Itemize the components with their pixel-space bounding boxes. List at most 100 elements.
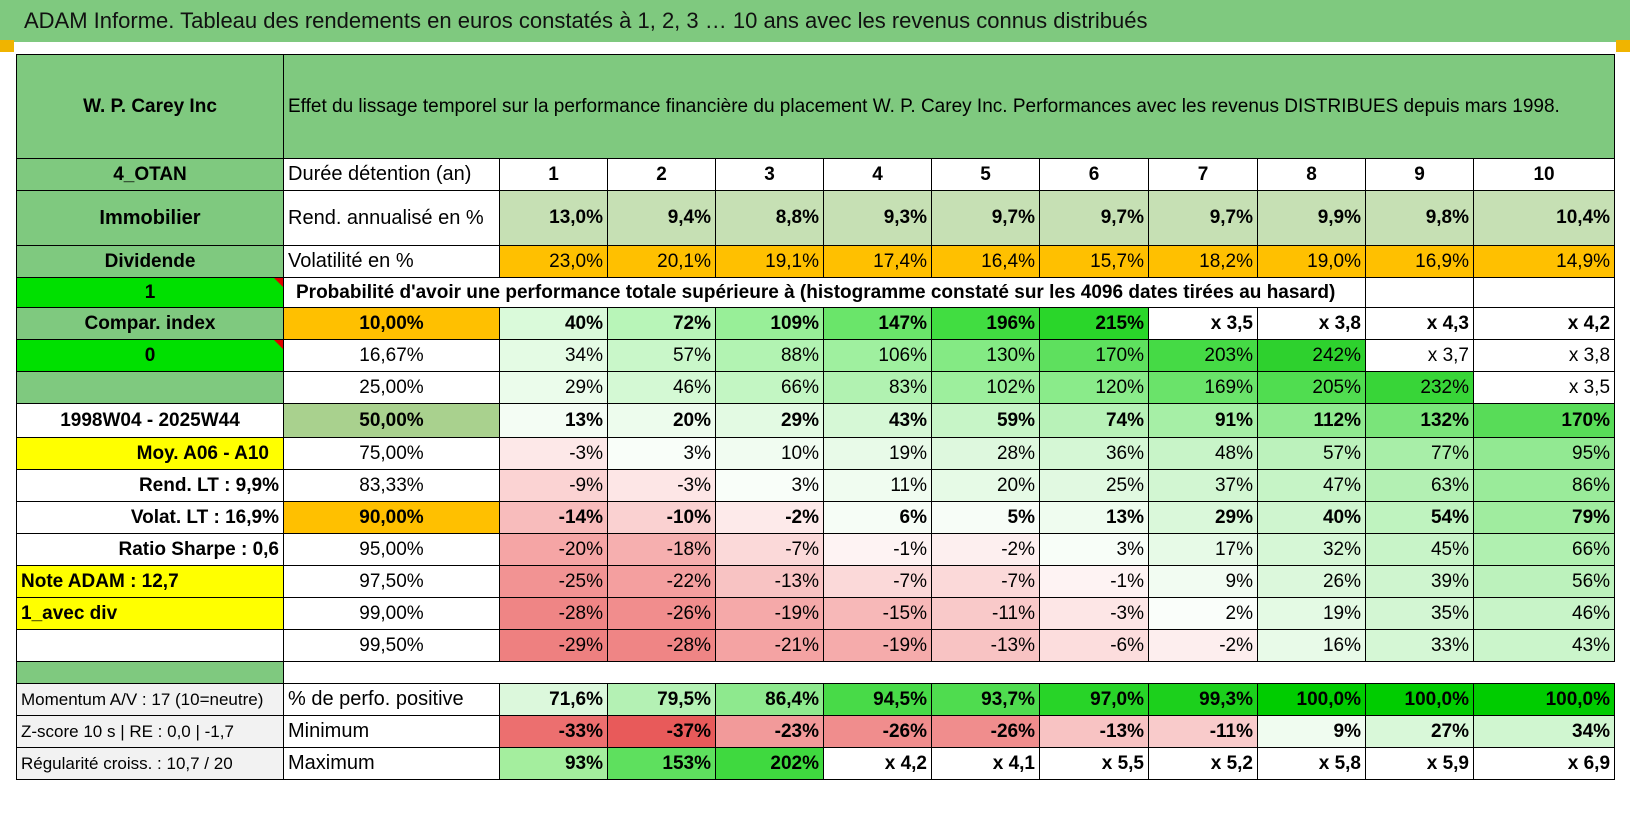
min-cell: 27% [1365, 715, 1474, 748]
prob-cell: x 3,8 [1257, 307, 1366, 340]
prob-cell: 13% [1039, 501, 1149, 534]
prob-cell: 19% [823, 437, 932, 470]
prob-cell: 242% [1257, 339, 1366, 372]
prob-cell: -3% [607, 469, 716, 502]
min-row: Z-score 10 s | RE : 0,0 | -1,7 Minimum -… [16, 715, 1616, 748]
prob-cell: 37% [1148, 469, 1258, 502]
prob-threshold: 99,00% [283, 597, 500, 630]
max-cell: 93% [499, 747, 608, 780]
prob-cell: 79% [1472, 501, 1616, 534]
compar-label: Compar. index [16, 307, 284, 340]
years-row: 4_OTAN Durée détention (an) 1 2 3 4 5 6 … [16, 158, 1616, 191]
prob-cell: 54% [1365, 501, 1474, 534]
prob-threshold: 16,67% [283, 339, 500, 372]
prob-cell: -13% [715, 565, 824, 598]
pct-cell: 100,0% [1365, 683, 1474, 716]
prob-cell: 9% [1148, 565, 1258, 598]
min-cell: 34% [1472, 715, 1616, 748]
regularite: Régularité croiss. : 10,7 / 20 [16, 747, 284, 780]
prob-threshold: 97,50% [283, 565, 500, 598]
vol-value: 23,0% [499, 245, 608, 278]
min-label: Minimum [283, 715, 500, 748]
rend-value: 9,8% [1365, 190, 1474, 246]
prob-cell: 232% [1365, 371, 1474, 404]
year-header: 10 [1472, 158, 1616, 191]
prob-cell: 28% [931, 437, 1040, 470]
prob-cell: -25% [499, 565, 608, 598]
rend-label: Rend. annualisé en % [283, 190, 500, 246]
prob-cell: 120% [1039, 371, 1149, 404]
spacer [283, 661, 1615, 684]
min-cell: -26% [931, 715, 1040, 748]
year-header: 4 [823, 158, 932, 191]
momentum: Momentum A/V : 17 (10=neutre) [16, 683, 284, 716]
prob-cell: 20% [931, 469, 1040, 502]
vol-label: Volatilité en % [283, 245, 500, 278]
rend-value: 9,4% [607, 190, 716, 246]
volat-lt: Volat. LT : 16,9% [16, 501, 284, 534]
year-header: 9 [1365, 158, 1474, 191]
prob-cell: 45% [1365, 533, 1474, 566]
prob-cell: 34% [499, 339, 608, 372]
prob-cell: 11% [823, 469, 932, 502]
prob-threshold: 83,33% [283, 469, 500, 502]
prob-cell: 2% [1148, 597, 1258, 630]
prob-cell: 16% [1257, 629, 1366, 662]
period-cell: 1998W04 - 2025W44 [16, 403, 284, 438]
max-cell: x 5,2 [1148, 747, 1258, 780]
rend-value: 9,7% [1039, 190, 1149, 246]
prob-cell: -1% [823, 533, 932, 566]
prob-cell: 13% [499, 403, 608, 438]
prob-cell: -15% [823, 597, 932, 630]
pct-cell: 79,5% [607, 683, 716, 716]
prob-cell: -28% [499, 597, 608, 630]
rend-value: 9,7% [931, 190, 1040, 246]
vol-value: 14,9% [1472, 245, 1616, 278]
prob-cell: -2% [715, 501, 824, 534]
pct-cell: 100,0% [1257, 683, 1366, 716]
prob-cell: 86% [1472, 469, 1616, 502]
prob-cell: -9% [499, 469, 608, 502]
prob-cell: 46% [1472, 597, 1616, 630]
prob-cell: 57% [1257, 437, 1366, 470]
prob-threshold: 50,00% [283, 403, 500, 438]
prob-cell: 59% [931, 403, 1040, 438]
prob-cell: 3% [607, 437, 716, 470]
pct-cell: 100,0% [1472, 683, 1616, 716]
max-cell: x 5,8 [1257, 747, 1366, 780]
prob-cell: 29% [499, 371, 608, 404]
pct-row: Momentum A/V : 17 (10=neutre) % de perfo… [16, 683, 1616, 716]
prob-cell: 6% [823, 501, 932, 534]
prob-cell: 56% [1472, 565, 1616, 598]
prob-cell: 147% [823, 307, 932, 340]
prob-cell: x 3,8 [1472, 339, 1616, 372]
vol-value: 18,2% [1148, 245, 1258, 278]
prob-cell: -7% [931, 565, 1040, 598]
vol-value: 20,1% [607, 245, 716, 278]
prob-cell: -7% [715, 533, 824, 566]
prob-cell: -7% [823, 565, 932, 598]
pct-cell: 86,4% [715, 683, 824, 716]
prob-cell: 95% [1472, 437, 1616, 470]
note-adam: Note ADAM : 12,7 [16, 565, 284, 598]
type-cell: Dividende [16, 245, 284, 278]
avec-div-label: 1_avec div [16, 597, 284, 630]
prob-cell: 74% [1039, 403, 1149, 438]
corner-marker-left [0, 40, 14, 52]
rend-value: 9,3% [823, 190, 932, 246]
prob-cell: -22% [607, 565, 716, 598]
prob-cell: x 3,5 [1472, 371, 1616, 404]
prob-cell: 169% [1148, 371, 1258, 404]
prob-cell: 26% [1257, 565, 1366, 598]
index-selector[interactable]: 1 [16, 277, 284, 308]
proba-title-row: 1 Probabilité d'avoir une performance to… [16, 277, 1616, 308]
pct-cell: 99,3% [1148, 683, 1258, 716]
prob-cell: 32% [1257, 533, 1366, 566]
prob-threshold: 75,00% [283, 437, 500, 470]
prob-row: Note ADAM : 12,7 97,50% -25% -22% -13% -… [16, 565, 1616, 598]
zero-selector[interactable]: 0 [16, 339, 284, 372]
max-cell: x 4,2 [823, 747, 932, 780]
prob-cell: 130% [931, 339, 1040, 372]
prob-cell: x 4,2 [1472, 307, 1616, 340]
prob-row: 1_avec div 99,00% -28% -26% -19% -15% -1… [16, 597, 1616, 630]
